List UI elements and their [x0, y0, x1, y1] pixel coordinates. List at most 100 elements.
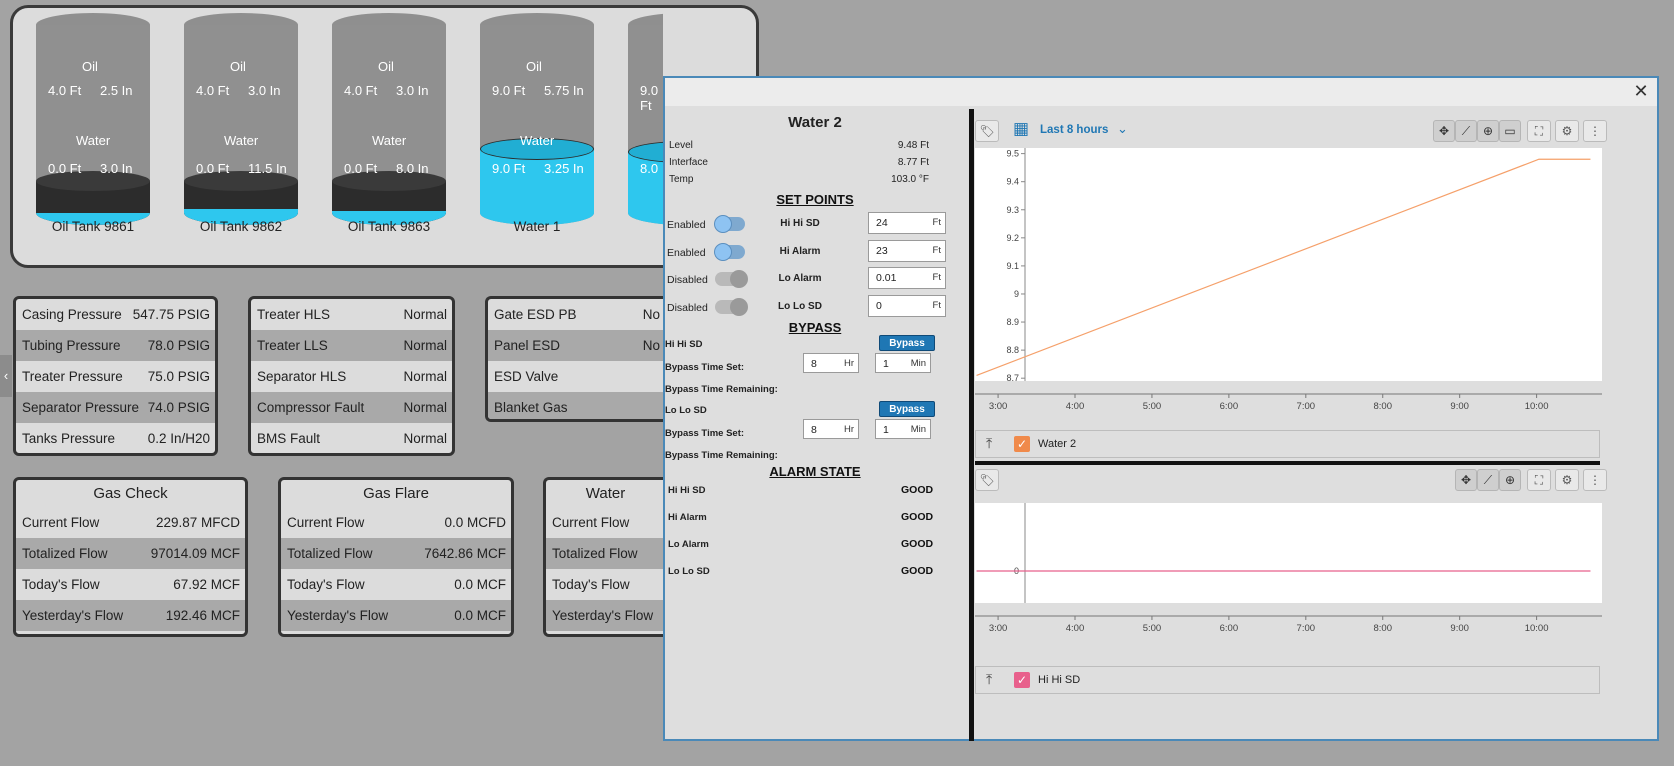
bypass-time-set-label: Bypass Time Set: [665, 362, 745, 373]
close-icon[interactable]: ✕ [1633, 81, 1649, 101]
setpoint-toggle[interactable] [714, 215, 745, 233]
status-label: Yesterday's Flow [287, 608, 389, 623]
status-value: 0.0 MCF [454, 577, 506, 592]
x-tick-label: 10:00 [1525, 623, 1549, 634]
bypass-button[interactable]: Bypass [879, 401, 935, 417]
setpoint-unit: Ft [932, 272, 941, 283]
setpoint-toggle[interactable] [715, 297, 748, 316]
series-line[interactable] [976, 158, 1591, 376]
tank[interactable]: Oil 4.0 Ft 3.0 In Water 0.0 Ft 8.0 In [332, 13, 446, 225]
line-tool-icon[interactable]: ⟋ [1477, 469, 1499, 491]
sediment-surface [332, 171, 446, 191]
y-tick-label: 9.1 [1006, 261, 1019, 271]
fullscreen-icon[interactable]: ⛶ [1527, 469, 1551, 491]
bypass-time-remaining-label: Bypass Time Remaining: [665, 450, 778, 461]
pan-icon[interactable]: ✥ [1455, 469, 1477, 491]
crosshair-icon[interactable]: ⊕ [1499, 469, 1521, 491]
tank[interactable]: Oil 4.0 Ft 2.5 In Water 0.0 Ft 3.0 In [36, 13, 150, 225]
x-tick-label: 4:00 [1066, 623, 1085, 634]
level-trend-chart[interactable]: 9.5 9.4 9.3 9.2 9.1 9 8.9 8.8 8.7 3:00 4:00 5:00 6:0… [975, 148, 1605, 428]
tag-icon[interactable]: 🏷 [975, 469, 999, 491]
status-row: Today's Flow 0.0 MCF [281, 569, 511, 600]
chevron-down-icon[interactable]: ⌄ [1117, 121, 1128, 136]
status-value: 0.0 MCFD [444, 515, 506, 530]
status-label: Panel ESD [494, 338, 561, 353]
setpoint-value: 23 [876, 244, 888, 257]
tank-oil-in: 3.0 In [396, 83, 429, 98]
status-label: Separator Pressure [22, 400, 140, 415]
x-tick-label: 6:00 [1220, 623, 1239, 634]
bypass-point-name: Lo Lo SD [665, 405, 707, 416]
tank[interactable]: Oil 9.0 Ft 5.75 In Water 9.0 Ft 3.25 In [480, 13, 594, 225]
pressure-card: Casing Pressure 547.75 PSIG Tubing Pressur… [13, 296, 218, 456]
status-row: Current Flow 229.87 MFCD [16, 507, 245, 538]
setpoint-input[interactable]: 0 Ft [868, 294, 946, 317]
status-value: 7642.86 MCF [424, 546, 506, 561]
fullscreen-icon[interactable]: ⛶ [1527, 120, 1551, 142]
setpoint-input[interactable]: 0.01 Ft [868, 267, 946, 289]
setpoint-input[interactable]: 23 Ft [868, 239, 946, 262]
status-label: ESD Valve [494, 369, 559, 384]
bypass-minutes-value: 1 [883, 358, 889, 370]
status-label: Compressor Fault [257, 400, 365, 415]
settings-gear-icon[interactable]: ⚙ [1555, 120, 1579, 142]
series-checkbox[interactable]: ✓ [1014, 436, 1030, 452]
setpoint-input[interactable]: 24 Ft [868, 212, 946, 234]
more-menu-icon[interactable]: ⋮ [1583, 120, 1607, 142]
more-menu-icon[interactable]: ⋮ [1583, 469, 1607, 491]
bypass-hours-value: 8 [811, 424, 817, 436]
x-tick-label: 10:00 [1525, 401, 1549, 412]
status-row: Today's Flow [546, 569, 665, 600]
line-tool-icon[interactable]: ⟋ [1455, 120, 1477, 142]
alarm-state-title: ALARM STATE [769, 464, 861, 479]
bypass-button[interactable]: Bypass [879, 335, 935, 351]
bypass-hours-input[interactable]: 8 Hr [803, 353, 859, 373]
hihisd-trend-chart[interactable]: 03:00 4:00 5:00 6:00 7:00 8:00 9:00 10:00 [975, 503, 1605, 653]
tank[interactable]: Oil 4.0 Ft 3.0 In Water 0.0 Ft 11.5 In [184, 13, 298, 225]
tank-sediment [184, 171, 298, 225]
status-value: 67.92 MCF [173, 577, 240, 592]
status-row: Totalized Flow [546, 538, 665, 569]
bypass-minutes-input[interactable]: 1 Min [875, 419, 931, 439]
setpoint-state-label: Disabled [667, 301, 708, 314]
pane-divider[interactable] [969, 109, 974, 741]
collapse-left-chevron-icon[interactable]: ‹ [0, 355, 12, 397]
x-tick-label: 5:00 [1143, 623, 1162, 634]
setpoint-toggle[interactable] [715, 270, 748, 288]
time-range-selector[interactable]: Last 8 hours [1040, 124, 1109, 136]
setpoint-name: Lo Lo SD [778, 300, 822, 312]
annotation-icon[interactable]: ▭ [1499, 120, 1521, 142]
tank-oil-ft: 4.0 Ft [196, 83, 230, 98]
tank-liquid-level [184, 209, 298, 225]
popup-titlebar: ✕ [665, 78, 1657, 106]
status-value: 0.2 In/H20 [147, 431, 210, 446]
tank-body [628, 25, 663, 225]
tank-oil-label: Oil [230, 59, 246, 74]
setpoint-name: Hi Alarm [779, 245, 821, 257]
tank-body [332, 25, 446, 225]
upload-icon[interactable]: ⤒ [986, 671, 993, 687]
calendar-icon[interactable]: ▦ [1013, 119, 1030, 138]
upload-icon[interactable]: ⤒ [986, 435, 993, 451]
status-label: BMS Fault [257, 431, 321, 446]
pan-icon[interactable]: ✥ [1433, 120, 1455, 142]
alarm-state-value: GOOD [901, 511, 934, 523]
setpoint-value: 24 [876, 217, 888, 229]
series-checkbox[interactable]: ✓ [1014, 672, 1030, 688]
setpoint-state-label: Enabled [667, 246, 706, 259]
bypass-minutes-input[interactable]: 1 Min [875, 353, 931, 373]
settings-gear-icon[interactable]: ⚙ [1555, 469, 1579, 491]
status-row: Blanket Gas [488, 392, 665, 419]
tank-water-ft: 8.0 [640, 161, 659, 176]
tag-icon[interactable]: 🏷 [975, 120, 999, 142]
chart-splitter[interactable] [975, 461, 1600, 465]
status-label: Totalized Flow [287, 546, 373, 561]
status-label: Tubing Pressure [22, 338, 121, 353]
bypass-hours-input[interactable]: 8 Hr [803, 419, 859, 439]
tank-body [36, 25, 150, 225]
status-label: Blanket Gas [494, 400, 568, 415]
crosshair-icon[interactable]: ⊕ [1477, 120, 1499, 142]
tank-oil-label: Oil [526, 59, 542, 74]
setpoint-toggle[interactable] [714, 242, 745, 261]
